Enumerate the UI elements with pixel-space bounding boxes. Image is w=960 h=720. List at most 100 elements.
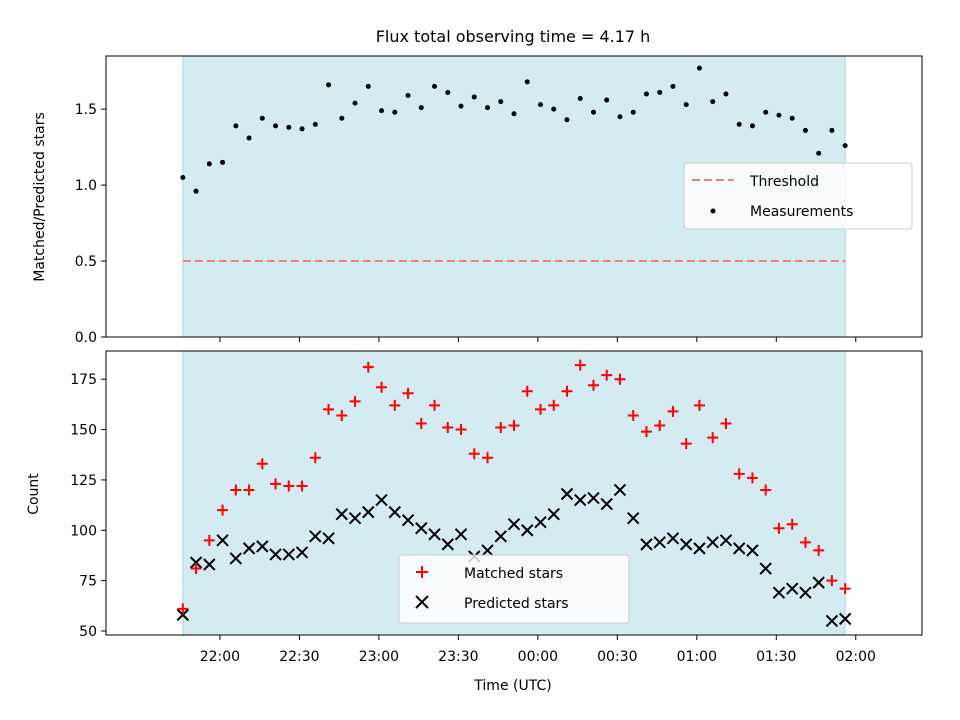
matched-point-48 <box>813 544 825 556</box>
predicted-point-19 <box>428 528 441 541</box>
matched-point-32 <box>601 369 613 381</box>
matched-point-11 <box>323 403 335 415</box>
measurement-point-43 <box>749 123 755 129</box>
measurement-point-16 <box>392 109 398 115</box>
legend-matched-swatch <box>416 566 428 578</box>
measurement-point-24 <box>498 99 504 105</box>
bottom-y-axis-label: Count <box>26 473 42 515</box>
matched-point-29 <box>561 385 573 397</box>
predicted-point-14 <box>362 505 375 519</box>
measurement-point-8 <box>286 124 292 130</box>
measurement-point-6 <box>259 115 265 121</box>
measurement-point-21 <box>458 103 464 109</box>
measurement-point-2 <box>206 161 212 167</box>
predicted-point-50 <box>838 612 852 626</box>
measurement-point-33 <box>617 114 623 120</box>
measurement-point-20 <box>445 89 451 95</box>
predicted-point-9 <box>295 546 309 559</box>
bottom-ytick-label-2: 100 <box>70 523 97 539</box>
predicted-point-25 <box>507 518 521 531</box>
measurement-point-3 <box>220 159 226 165</box>
matched-point-33 <box>614 373 626 385</box>
matched-point-14 <box>362 361 374 373</box>
chart-title: Flux total observing time = 4.17 h <box>376 27 651 46</box>
predicted-point-45 <box>772 586 786 599</box>
predicted-point-7 <box>269 548 282 561</box>
predicted-point-40 <box>706 536 719 549</box>
predicted-point-31 <box>587 491 600 505</box>
measurement-point-34 <box>630 109 636 115</box>
top-legend: Threshold Measurements <box>683 162 913 230</box>
measurement-point-14 <box>365 83 371 89</box>
predicted-point-24 <box>494 530 507 543</box>
measurement-point-41 <box>723 91 729 97</box>
measurement-point-46 <box>789 115 795 121</box>
bottom-xtick-label-7: 01:30 <box>756 649 796 665</box>
measurement-point-47 <box>802 127 808 133</box>
bottom-y-ticks: 50 75 100 125 150 175 <box>70 372 106 640</box>
measurement-point-4 <box>233 123 239 129</box>
measurement-point-48 <box>816 150 822 156</box>
matched-point-12 <box>336 409 348 421</box>
measurement-point-12 <box>339 115 345 121</box>
measurement-point-40 <box>710 99 716 105</box>
bottom-ytick-label-5: 175 <box>70 372 97 388</box>
measurement-point-25 <box>511 111 517 117</box>
matched-point-39 <box>693 399 705 411</box>
bottom-xtick-label-8: 02:00 <box>836 649 876 665</box>
measurement-point-38 <box>683 102 689 108</box>
legend-predicted-label: Predicted stars <box>464 596 569 612</box>
bottom-points <box>176 359 852 628</box>
matched-point-42 <box>733 468 745 480</box>
bottom-legend-box <box>398 554 630 624</box>
matched-point-34 <box>627 409 639 421</box>
predicted-point-17 <box>401 513 415 527</box>
measurement-point-29 <box>564 117 570 123</box>
matched-point-40 <box>707 432 719 444</box>
predicted-point-29 <box>560 487 574 501</box>
matched-point-21 <box>455 424 467 436</box>
top-axes-frame <box>105 55 923 338</box>
matched-point-26 <box>521 385 533 397</box>
top-ytick-label-1: 0.5 <box>75 254 97 270</box>
legend-measurements-swatch <box>710 208 716 214</box>
measurement-point-44 <box>763 109 769 115</box>
top-y-axis-label: Matched/Predicted stars <box>32 112 48 282</box>
measurement-point-0 <box>180 175 186 181</box>
predicted-point-11 <box>322 532 335 545</box>
matched-point-9 <box>296 480 308 492</box>
measurement-point-39 <box>696 65 702 71</box>
bottom-panel: 50 75 100 125 150 175 22:00 22:30 23:00 23:30 00:… <box>26 350 923 694</box>
top-ytick-label-0: 0.0 <box>75 330 97 346</box>
matched-point-20 <box>442 422 454 434</box>
predicted-point-8 <box>282 548 296 561</box>
top-legend-box <box>683 162 913 230</box>
bottom-xtick-label-4: 00:00 <box>518 649 558 665</box>
bottom-ytick-label-3: 125 <box>70 473 97 489</box>
matched-point-13 <box>349 395 361 407</box>
predicted-point-20 <box>441 538 454 551</box>
matched-point-30 <box>574 359 586 371</box>
matched-point-35 <box>640 426 652 438</box>
measurement-point-13 <box>352 100 358 106</box>
bottom-ytick-label-0: 50 <box>79 624 97 640</box>
predicted-point-26 <box>521 524 534 537</box>
measurement-point-9 <box>299 126 305 132</box>
matched-point-46 <box>786 518 798 530</box>
matched-point-47 <box>799 536 811 548</box>
matched-point-5 <box>243 484 255 496</box>
bottom-ytick-label-4: 150 <box>70 423 97 439</box>
predicted-point-5 <box>242 542 256 555</box>
matched-point-2 <box>203 534 215 546</box>
matched-point-45 <box>773 522 785 534</box>
bottom-legend: Matched stars Predicted stars <box>398 554 630 624</box>
matched-point-6 <box>256 458 268 470</box>
matched-point-38 <box>680 438 692 450</box>
measurement-point-18 <box>418 105 424 111</box>
predicted-point-34 <box>627 511 640 525</box>
measurement-point-22 <box>471 94 477 100</box>
bottom-ytick-label-1: 75 <box>79 574 97 590</box>
legend-threshold-label: Threshold <box>749 174 819 190</box>
measurement-point-27 <box>537 102 543 108</box>
predicted-point-3 <box>216 534 229 547</box>
